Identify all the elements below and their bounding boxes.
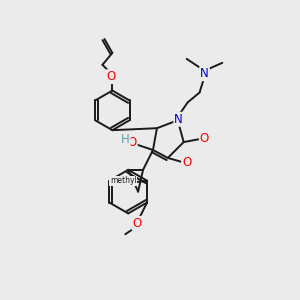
Text: O: O xyxy=(182,156,191,170)
Text: H: H xyxy=(121,133,130,146)
Text: methyl: methyl xyxy=(110,176,137,185)
Text: O: O xyxy=(107,70,116,83)
Text: O: O xyxy=(128,136,137,148)
Text: N: N xyxy=(200,67,209,80)
Text: O: O xyxy=(200,132,209,145)
Text: N: N xyxy=(174,113,183,126)
Text: O: O xyxy=(133,217,142,230)
